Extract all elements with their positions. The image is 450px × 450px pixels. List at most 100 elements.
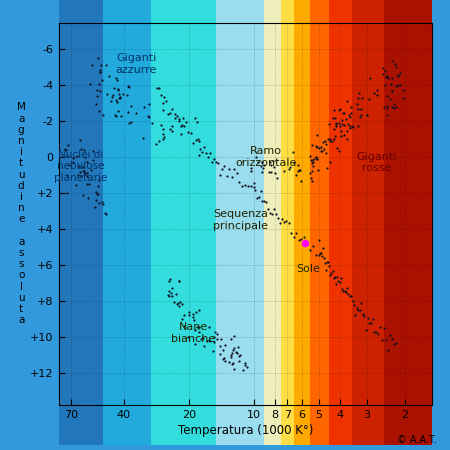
Point: [77, 172, 84, 180]
Point: [219, 165, 226, 172]
Point: [336, 122, 343, 129]
Point: [153, 85, 161, 92]
Point: [382, 336, 389, 343]
Point: [361, 312, 368, 319]
Point: [327, 137, 334, 144]
Point: [373, 328, 380, 336]
Point: [184, 128, 192, 135]
Point: [94, 92, 101, 99]
Point: [376, 324, 383, 331]
Point: [87, 166, 94, 174]
Point: [315, 251, 323, 258]
Point: [125, 108, 132, 116]
Point: [90, 156, 97, 163]
Point: [72, 181, 79, 189]
Point: [64, 189, 71, 196]
Point: [286, 163, 293, 171]
Point: [117, 94, 124, 101]
Point: [340, 109, 347, 117]
Text: Sole: Sole: [297, 264, 320, 274]
Point: [165, 291, 172, 298]
Point: [210, 333, 217, 341]
Point: [102, 211, 109, 218]
Point: [89, 148, 96, 155]
Point: [172, 290, 179, 297]
Point: [230, 165, 238, 172]
Point: [70, 154, 77, 161]
Point: [267, 161, 274, 168]
Point: [225, 165, 233, 172]
Point: [116, 90, 123, 98]
Point: [98, 77, 105, 84]
Point: [180, 114, 187, 122]
Point: [366, 319, 373, 326]
Point: [191, 326, 198, 333]
Point: [359, 94, 366, 102]
Point: [214, 159, 221, 166]
Point: [354, 95, 361, 102]
Point: [315, 237, 323, 244]
Point: [228, 351, 235, 359]
Point: [105, 72, 112, 80]
Point: [100, 112, 107, 119]
Point: [206, 338, 213, 345]
Point: [140, 134, 147, 141]
Point: [169, 106, 176, 113]
Point: [380, 324, 387, 332]
Point: [356, 306, 363, 314]
Point: [322, 141, 329, 148]
Point: [286, 165, 293, 172]
Point: [400, 86, 407, 94]
Point: [343, 115, 350, 122]
Point: [244, 182, 252, 189]
Point: [81, 153, 89, 160]
Point: [346, 122, 354, 130]
Point: [356, 90, 363, 97]
Point: [384, 112, 391, 119]
Point: [176, 299, 184, 306]
Point: [280, 167, 288, 175]
Point: [174, 299, 181, 306]
Point: [248, 167, 255, 174]
Point: [392, 63, 400, 71]
Point: [230, 360, 237, 367]
Point: [332, 114, 339, 122]
Point: [316, 249, 324, 256]
Point: [145, 114, 152, 121]
Point: [309, 167, 316, 174]
Point: [338, 121, 345, 128]
Point: [81, 146, 88, 153]
Point: [228, 173, 235, 180]
Point: [366, 95, 373, 103]
Point: [333, 121, 340, 128]
Point: [74, 171, 81, 178]
Point: [297, 236, 305, 243]
Point: [149, 119, 156, 126]
Bar: [310, 0, 329, 445]
Point: [204, 154, 212, 161]
Point: [155, 84, 162, 91]
Point: [383, 102, 391, 109]
Point: [327, 271, 334, 278]
Point: [276, 219, 284, 226]
Point: [111, 111, 118, 118]
Point: [168, 123, 175, 130]
Point: [61, 145, 68, 152]
Point: [313, 144, 320, 151]
Point: [94, 86, 101, 94]
Point: [221, 162, 228, 170]
Point: [308, 178, 315, 185]
Point: [97, 67, 104, 74]
Point: [165, 292, 172, 300]
Point: [123, 91, 130, 99]
Text: Nane
bianche: Nane bianche: [171, 322, 216, 344]
Point: [189, 313, 197, 320]
Point: [326, 262, 333, 269]
Point: [87, 81, 94, 88]
Point: [166, 275, 173, 283]
Point: [322, 137, 329, 144]
Point: [322, 149, 329, 157]
Point: [285, 219, 292, 226]
Point: [124, 83, 131, 90]
Bar: [281, 0, 294, 445]
